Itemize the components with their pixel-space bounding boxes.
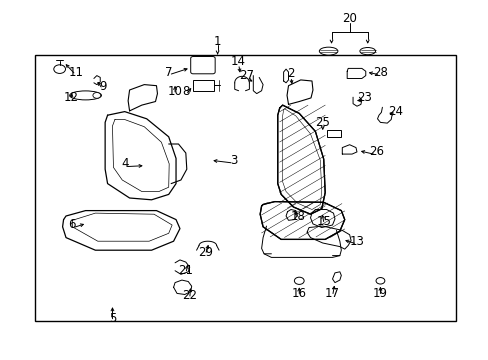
Text: 14: 14 [231, 55, 245, 68]
Text: 10: 10 [167, 85, 182, 98]
Text: 26: 26 [368, 145, 383, 158]
Text: 27: 27 [239, 69, 254, 82]
Ellipse shape [319, 47, 337, 55]
Text: 21: 21 [178, 264, 193, 277]
FancyBboxPatch shape [190, 57, 215, 74]
Text: 7: 7 [164, 66, 172, 78]
Text: 22: 22 [182, 289, 197, 302]
Ellipse shape [359, 48, 375, 55]
Bar [35, 55, 455, 321]
Text: 12: 12 [63, 91, 78, 104]
Text: 13: 13 [349, 235, 364, 248]
Text: 16: 16 [291, 287, 306, 300]
Text: 18: 18 [290, 210, 305, 222]
Text: 3: 3 [229, 154, 237, 167]
Text: 4: 4 [121, 157, 128, 170]
Text: 29: 29 [198, 246, 212, 258]
Text: 19: 19 [372, 287, 387, 300]
Circle shape [54, 65, 65, 73]
Text: 17: 17 [325, 287, 339, 300]
Text: 6: 6 [68, 219, 76, 231]
Text: 9: 9 [99, 80, 106, 93]
Bar [193, 80, 213, 91]
Text: 15: 15 [316, 215, 331, 228]
Text: 8: 8 [182, 85, 189, 98]
Bar [326, 130, 341, 137]
Circle shape [294, 277, 304, 284]
Text: 11: 11 [68, 66, 83, 78]
Circle shape [93, 93, 101, 98]
Text: 24: 24 [388, 105, 403, 118]
Text: 2: 2 [286, 67, 294, 80]
Circle shape [375, 278, 384, 284]
Text: 20: 20 [342, 12, 356, 24]
Text: 1: 1 [213, 35, 221, 48]
Text: 28: 28 [372, 66, 387, 78]
Text: 5: 5 [108, 312, 116, 325]
Text: 23: 23 [356, 91, 371, 104]
Ellipse shape [69, 91, 102, 100]
Text: 25: 25 [315, 116, 329, 129]
